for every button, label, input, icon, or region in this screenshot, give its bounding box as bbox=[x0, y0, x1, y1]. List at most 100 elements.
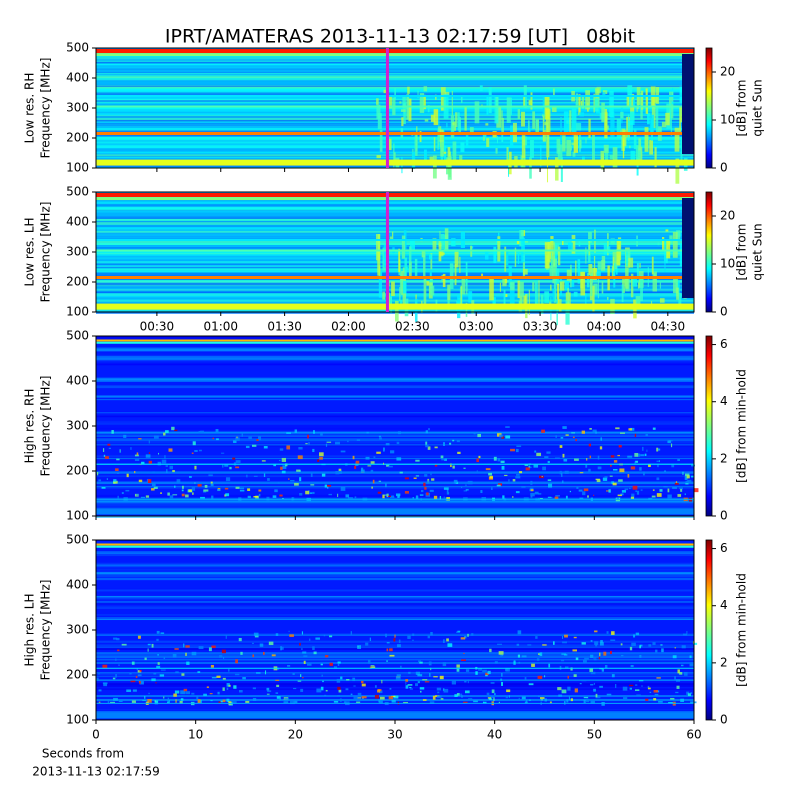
texture bbox=[585, 138, 587, 144]
texture bbox=[581, 95, 585, 109]
texture bbox=[286, 445, 291, 450]
texture bbox=[166, 469, 168, 474]
texture bbox=[366, 431, 369, 434]
texture bbox=[361, 696, 367, 699]
texture bbox=[313, 430, 315, 434]
texture bbox=[219, 655, 223, 658]
texture bbox=[460, 693, 463, 696]
texture bbox=[169, 465, 174, 470]
texture bbox=[248, 436, 252, 440]
texture bbox=[96, 241, 694, 244]
y-tick-label: 100 bbox=[66, 161, 89, 175]
texture bbox=[583, 699, 586, 704]
texture bbox=[457, 451, 461, 454]
texture bbox=[340, 450, 346, 453]
texture bbox=[386, 464, 390, 467]
texture bbox=[606, 233, 609, 256]
texture bbox=[602, 477, 608, 481]
texture bbox=[611, 674, 615, 678]
texture bbox=[382, 494, 387, 496]
texture bbox=[440, 455, 444, 459]
texture bbox=[595, 693, 598, 698]
texture bbox=[319, 456, 323, 460]
texture bbox=[286, 432, 291, 434]
texture bbox=[438, 108, 440, 128]
texture bbox=[96, 395, 694, 398]
texture bbox=[337, 686, 341, 690]
texture bbox=[571, 432, 575, 434]
texture bbox=[185, 652, 187, 656]
texture bbox=[96, 673, 694, 676]
texture bbox=[117, 649, 120, 652]
texture bbox=[355, 460, 360, 464]
texture bbox=[652, 642, 656, 645]
texture bbox=[685, 483, 689, 485]
texture bbox=[96, 498, 694, 500]
texture bbox=[111, 430, 114, 434]
texture bbox=[481, 273, 483, 279]
texture bbox=[345, 494, 350, 498]
texture bbox=[103, 682, 108, 687]
texture bbox=[452, 439, 455, 442]
texture bbox=[423, 86, 428, 92]
texture bbox=[651, 495, 656, 498]
texture bbox=[508, 695, 510, 698]
texture bbox=[626, 96, 630, 108]
texture bbox=[438, 242, 442, 262]
texture bbox=[225, 477, 231, 482]
colorbar-tick-label: 10 bbox=[720, 257, 735, 271]
texture bbox=[505, 294, 508, 298]
texture bbox=[96, 295, 694, 297]
texture bbox=[657, 448, 661, 451]
texture bbox=[392, 231, 394, 241]
texture bbox=[409, 686, 412, 689]
texture bbox=[377, 491, 382, 494]
texture bbox=[446, 122, 448, 128]
texture bbox=[501, 110, 503, 120]
texture bbox=[619, 468, 625, 473]
texture bbox=[510, 281, 515, 291]
y-tick-label: 100 bbox=[66, 713, 89, 727]
texture bbox=[369, 637, 371, 642]
texture bbox=[590, 700, 595, 704]
texture bbox=[595, 695, 601, 699]
texture bbox=[476, 470, 478, 472]
texture bbox=[531, 663, 535, 667]
texture bbox=[96, 431, 694, 435]
texture bbox=[312, 491, 315, 494]
texture bbox=[579, 682, 582, 685]
y-tick-label: 100 bbox=[66, 305, 89, 319]
texture bbox=[382, 291, 386, 300]
texture bbox=[290, 480, 295, 482]
texture bbox=[639, 467, 642, 471]
texture bbox=[176, 481, 181, 483]
texture bbox=[200, 430, 204, 434]
texture bbox=[554, 244, 557, 268]
texture bbox=[640, 90, 644, 110]
texture bbox=[134, 459, 140, 461]
texture bbox=[523, 97, 525, 107]
texture bbox=[564, 470, 569, 474]
texture bbox=[417, 674, 423, 677]
y-tick-label: 100 bbox=[66, 509, 89, 523]
texture bbox=[357, 645, 361, 649]
texture bbox=[338, 470, 342, 474]
texture bbox=[96, 588, 694, 591]
texture bbox=[218, 701, 221, 704]
y-tick-label: 500 bbox=[66, 41, 89, 55]
texture bbox=[681, 645, 686, 649]
texture bbox=[495, 147, 498, 154]
texture bbox=[454, 251, 459, 268]
texture bbox=[536, 452, 542, 457]
texture bbox=[494, 96, 499, 124]
texture bbox=[394, 152, 396, 160]
texture bbox=[165, 430, 169, 433]
texture bbox=[378, 272, 382, 298]
texture bbox=[228, 668, 230, 672]
texture bbox=[381, 679, 383, 684]
texture bbox=[96, 478, 694, 481]
texture bbox=[389, 648, 393, 652]
texture bbox=[593, 494, 595, 496]
y-tick-label: 500 bbox=[66, 185, 89, 199]
texture bbox=[592, 133, 595, 160]
